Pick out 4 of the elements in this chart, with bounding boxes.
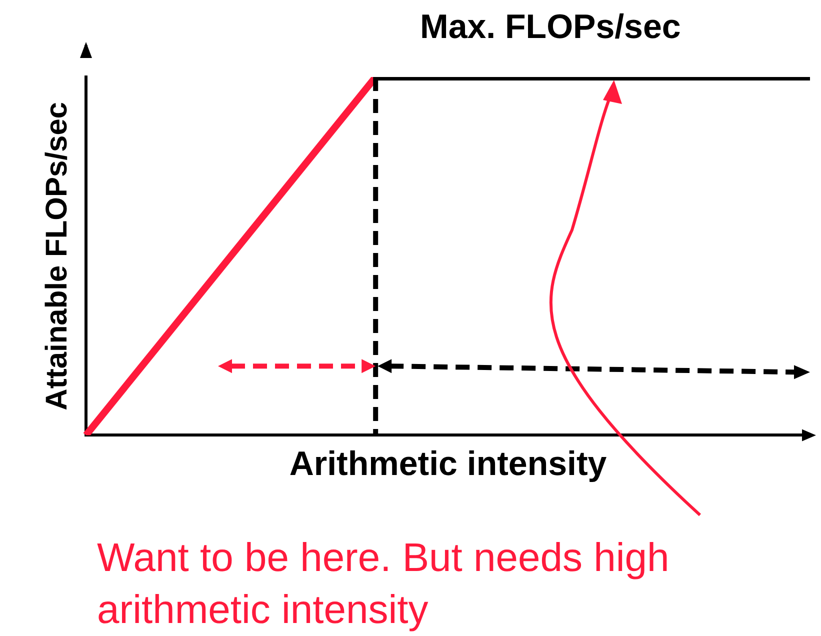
text: Max. FLOPs/sec <box>420 8 681 47</box>
text: Want to be here. But needs high arithmetic intensity <box>97 535 670 634</box>
x-axis-title: Arithmetic intensity <box>289 444 607 483</box>
y-axis-title: Attainable FLOPs/sec <box>40 102 74 410</box>
